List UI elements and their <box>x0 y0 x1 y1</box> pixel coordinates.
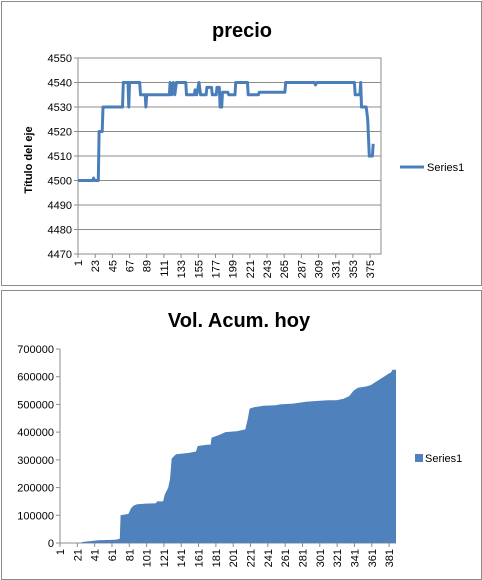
chart-title: precio <box>212 20 272 42</box>
y-tick-label: 4550 <box>48 53 72 65</box>
x-tick-label: 45 <box>107 260 119 272</box>
x-tick-label: 199 <box>228 260 240 278</box>
y-tick-label: 700000 <box>17 344 54 356</box>
x-tick-label: 265 <box>279 260 291 278</box>
y-tick-label: 100000 <box>17 510 54 522</box>
x-tick-label: 41 <box>90 549 102 561</box>
x-tick-label: 361 <box>367 549 379 567</box>
price-chart: precio Título del eje 4470 4480 4490 4500 45… <box>1 1 482 286</box>
x-tick-label: 301 <box>315 549 327 567</box>
legend-label: Series1 <box>425 453 462 465</box>
x-tick-label: 141 <box>176 549 188 567</box>
price-chart-svg: precio Título del eje 4470 4480 4490 4500 45… <box>23 20 464 278</box>
volume-chart-svg: Vol. Acum. hoy 0 100000 200000 300000 400000… <box>17 310 462 567</box>
x-tick-label: 281 <box>297 549 309 567</box>
y-tick-label: 0 <box>48 538 54 550</box>
x-tick-label: 201 <box>228 549 240 567</box>
x-tick-label: 181 <box>211 549 223 567</box>
series-area <box>60 369 396 543</box>
x-tick-label: 133 <box>176 260 188 278</box>
x-tick-label: 381 <box>384 549 396 567</box>
x-tick-label: 287 <box>296 260 308 278</box>
x-tick-label: 331 <box>331 260 343 278</box>
y-tick-label: 4490 <box>48 200 72 212</box>
y-tick-label: 500000 <box>17 399 54 411</box>
x-tick-label: 341 <box>349 549 361 567</box>
x-tick-label: 1 <box>73 260 85 266</box>
x-tick-label: 23 <box>90 260 102 272</box>
legend-swatch <box>415 454 423 462</box>
x-tick-label: 161 <box>194 549 206 567</box>
y-tick-label: 4530 <box>48 102 72 114</box>
x-tick-label: 21 <box>72 549 84 561</box>
y-axis-title: Título del eje <box>23 126 35 193</box>
y-tick-label: 4520 <box>48 127 72 139</box>
volume-chart: Vol. Acum. hoy 0 100000 200000 300000 400000… <box>1 290 482 580</box>
y-tick-label: 4480 <box>48 225 72 237</box>
y-tick-label: 200000 <box>17 483 54 495</box>
x-tick-label: 101 <box>142 549 154 567</box>
y-tick-label: 4500 <box>48 176 72 188</box>
x-tick-label: 309 <box>314 260 326 278</box>
x-tick-label: 1 <box>55 549 67 555</box>
y-tick-label: 300000 <box>17 455 54 467</box>
series-line <box>78 81 375 182</box>
x-tick-label: 321 <box>332 549 344 567</box>
x-tick-label: 89 <box>142 260 154 272</box>
x-tick-label: 221 <box>246 549 258 567</box>
x-tick-label: 177 <box>210 260 222 278</box>
x-tick-label: 241 <box>263 549 275 567</box>
x-tick-label: 261 <box>280 549 292 567</box>
x-tick-label: 243 <box>262 260 274 278</box>
x-tick-label: 81 <box>124 549 136 561</box>
x-tick-label: 155 <box>193 260 205 278</box>
x-tick-label: 121 <box>159 549 171 567</box>
legend-label: Series1 <box>427 162 464 174</box>
x-tick-label: 353 <box>348 260 360 278</box>
y-tick-label: 400000 <box>17 427 54 439</box>
x-tick-label: 67 <box>125 260 137 272</box>
chart-title: Vol. Acum. hoy <box>168 310 311 332</box>
x-tick-label: 111 <box>159 260 171 277</box>
y-tick-label: 4470 <box>48 249 72 261</box>
x-tick-label: 61 <box>107 549 119 561</box>
x-tick-label: 221 <box>245 260 257 278</box>
x-tick-label: 375 <box>365 260 377 278</box>
y-tick-label: 4540 <box>48 78 72 90</box>
y-tick-label: 600000 <box>17 372 54 384</box>
y-tick-label: 4510 <box>48 151 72 163</box>
